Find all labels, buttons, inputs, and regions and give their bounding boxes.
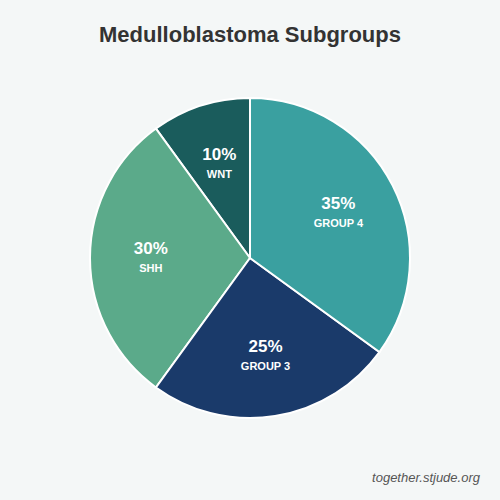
pie-labels: 10% WNT 30% SHH 25% GROUP 3 35% GROUP 4 xyxy=(134,145,364,372)
title: Medulloblastoma Subgroups xyxy=(99,22,401,47)
data-label: 10% xyxy=(202,145,236,164)
pie-slice xyxy=(250,98,410,352)
pie xyxy=(90,98,410,418)
data-label: 25% xyxy=(249,337,283,356)
data-label: 30% xyxy=(134,239,168,258)
chart-svg: Medulloblastoma Subgroups together.stjude… xyxy=(0,0,500,500)
chart-container: Medulloblastoma Subgroups together.stjude… xyxy=(0,0,500,500)
background xyxy=(0,0,500,500)
annotation: together.stjude.org xyxy=(372,470,481,485)
category-label: GROUP 3 xyxy=(241,360,290,372)
category-label: GROUP 4 xyxy=(314,217,364,229)
data-label: 35% xyxy=(321,194,355,213)
category-label: WNT xyxy=(207,168,232,180)
category-label: SHH xyxy=(139,262,162,274)
